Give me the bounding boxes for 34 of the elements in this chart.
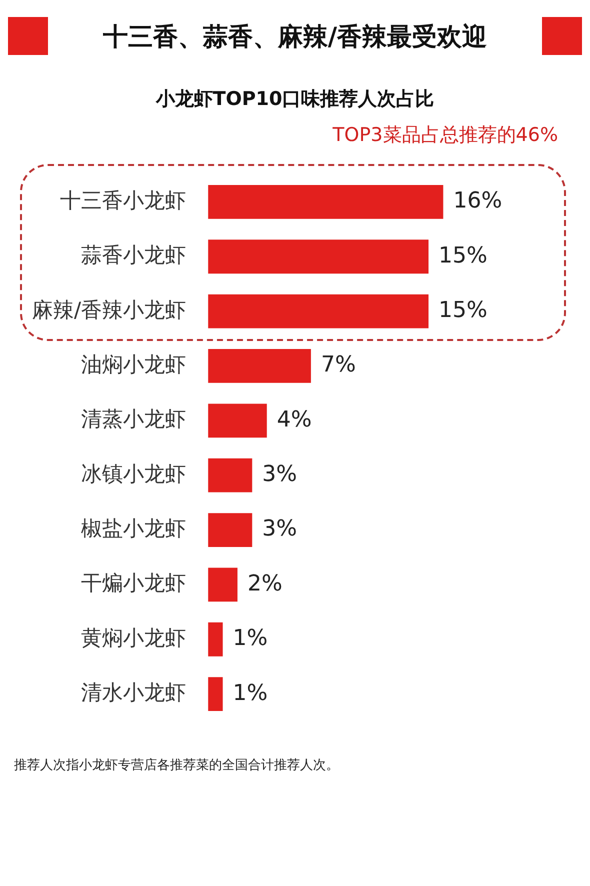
text: TOP3菜品占总推荐的46% bbox=[332, 123, 559, 148]
y-tick-label: 十三香小龙虾 bbox=[60, 188, 186, 212]
y-tick-label: 油焖小龙虾 bbox=[81, 352, 186, 376]
text: 推荐人次指小龙虾专营店各推荐菜的全国合计推荐人次。 bbox=[13, 757, 340, 774]
bar bbox=[208, 622, 223, 656]
bar bbox=[208, 568, 238, 602]
bar bbox=[208, 294, 429, 328]
data-label: 1% bbox=[232, 680, 268, 706]
chart-title: 十三香、蒜香、麻辣/香辣最受欢迎 bbox=[102, 20, 488, 52]
data-label: 3% bbox=[262, 462, 298, 488]
y-tick-label: 清水小龙虾 bbox=[81, 680, 186, 705]
bar bbox=[208, 240, 429, 274]
bar bbox=[208, 677, 223, 712]
y-tick-label: 椒盐小龙虾 bbox=[81, 516, 186, 540]
y-tick-label: 麻辣/香辣小龙虾 bbox=[32, 298, 186, 322]
y-tick-label: 黄焖小龙虾 bbox=[81, 626, 186, 650]
data-label: 4% bbox=[276, 407, 312, 432]
data-label: 15% bbox=[438, 298, 488, 324]
data-label: 7% bbox=[320, 352, 356, 378]
bar bbox=[208, 404, 267, 438]
data-label: 3% bbox=[262, 516, 298, 542]
data-label: 2% bbox=[247, 571, 282, 596]
data-label: 1% bbox=[232, 626, 268, 652]
y-tick-label: 冰镇小龙虾 bbox=[81, 462, 186, 486]
bar bbox=[208, 184, 444, 219]
y-tick-label: 清蒸小龙虾 bbox=[81, 407, 186, 432]
bar bbox=[208, 458, 252, 492]
bar bbox=[208, 349, 311, 383]
data-label: 16% bbox=[453, 188, 502, 214]
y-tick-label: 干煸小龙虾 bbox=[81, 571, 186, 596]
bar bbox=[208, 513, 252, 547]
y-tick-label: 蒜香小龙虾 bbox=[81, 243, 186, 268]
chart-subtitle: 小龙虾TOP10口味推荐人次占比 bbox=[154, 87, 436, 112]
data-label: 15% bbox=[438, 243, 488, 268]
